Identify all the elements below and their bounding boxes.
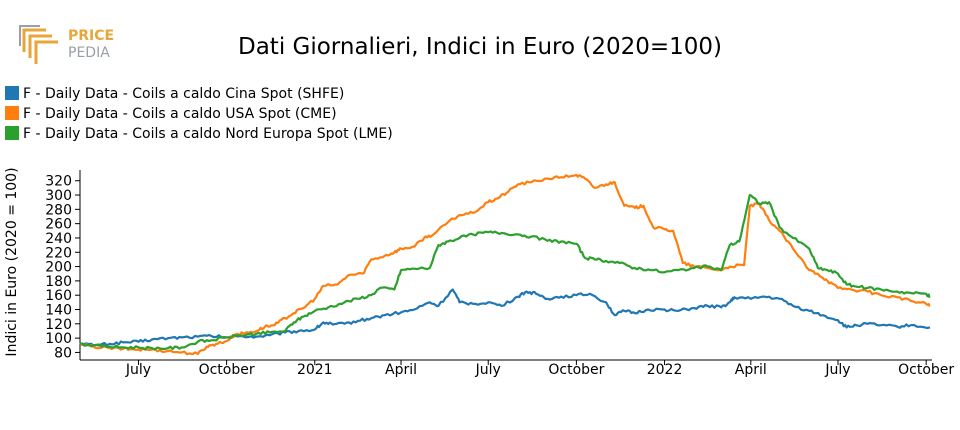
x-tick-label-10: October bbox=[898, 362, 954, 378]
y-tick-label-220: 220 bbox=[45, 245, 72, 261]
x-tick-label-4: April bbox=[385, 362, 417, 378]
y-tick-label-320: 320 bbox=[45, 174, 72, 190]
y-tick-label-260: 260 bbox=[45, 217, 72, 233]
x-tick-label-6: October bbox=[548, 362, 604, 378]
y-tick-label-240: 240 bbox=[45, 231, 72, 247]
y-tick-label-120: 120 bbox=[45, 317, 72, 333]
x-tick-label-1: July bbox=[125, 362, 151, 378]
x-tick-label-8: April bbox=[735, 362, 767, 378]
legend-swatch-1 bbox=[5, 86, 19, 100]
y-axis-label: Indici in Euro (2020 = 100) bbox=[4, 167, 20, 356]
y-tick-label-160: 160 bbox=[45, 288, 72, 304]
chart-title: Dati Giornalieri, Indici in Euro (2020=1… bbox=[238, 34, 722, 60]
x-tick-label-5: July bbox=[475, 362, 501, 378]
x-tick-label-7: 2022 bbox=[647, 362, 683, 378]
pricepedia-logo: PRICE PEDIA bbox=[19, 25, 114, 64]
x-tick-label-3: 2021 bbox=[297, 362, 333, 378]
y-tick-label-100: 100 bbox=[45, 331, 72, 347]
logo-text-price: PRICE bbox=[68, 28, 114, 44]
x-tick-label-9: July bbox=[824, 362, 850, 378]
x-tick-label-2: October bbox=[199, 362, 255, 378]
y-tick-label-140: 140 bbox=[45, 303, 72, 319]
series-line-3 bbox=[79, 193, 931, 351]
series-line-1 bbox=[79, 288, 931, 347]
legend-swatch-3 bbox=[5, 126, 19, 140]
y-tick-label-300: 300 bbox=[45, 188, 72, 204]
series-line-2 bbox=[79, 173, 931, 356]
legend-label-1: F - Daily Data - Coils a caldo Cina Spot… bbox=[23, 86, 344, 102]
logo-text-pedia: PEDIA bbox=[68, 45, 110, 61]
chart-series bbox=[79, 173, 931, 356]
y-tick-label-80: 80 bbox=[54, 345, 72, 361]
y-tick-label-200: 200 bbox=[45, 260, 72, 276]
legend-label-3: F - Daily Data - Coils a caldo Nord Euro… bbox=[23, 126, 393, 142]
logo-mark-icon bbox=[19, 25, 58, 64]
legend-swatch-2 bbox=[5, 106, 19, 120]
chart-legend: F - Daily Data - Coils a caldo Cina Spot… bbox=[5, 86, 393, 142]
y-tick-label-280: 280 bbox=[45, 202, 72, 218]
y-tick-label-180: 180 bbox=[45, 274, 72, 290]
legend-label-2: F - Daily Data - Coils a caldo USA Spot … bbox=[23, 106, 337, 122]
